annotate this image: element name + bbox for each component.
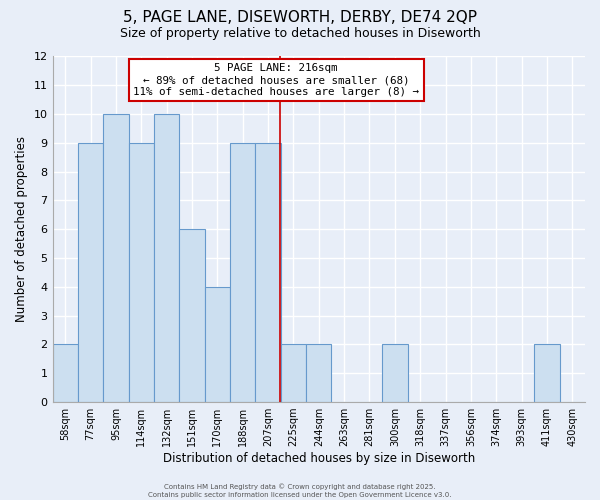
Text: Contains HM Land Registry data © Crown copyright and database right 2025.
Contai: Contains HM Land Registry data © Crown c… [148, 484, 452, 498]
Text: Size of property relative to detached houses in Diseworth: Size of property relative to detached ho… [119, 28, 481, 40]
Bar [78, 143, 103, 402]
Text: 5 PAGE LANE: 216sqm
← 89% of detached houses are smaller (68)
11% of semi-detach: 5 PAGE LANE: 216sqm ← 89% of detached ho… [133, 64, 419, 96]
Bar [205, 287, 230, 402]
Text: 5, PAGE LANE, DISEWORTH, DERBY, DE74 2QP: 5, PAGE LANE, DISEWORTH, DERBY, DE74 2QP [123, 10, 477, 25]
Bar [128, 143, 154, 402]
Bar [230, 143, 256, 402]
Bar [256, 143, 281, 402]
Bar [306, 344, 331, 402]
Bar [154, 114, 179, 402]
Bar [281, 344, 306, 402]
Bar [53, 344, 78, 402]
X-axis label: Distribution of detached houses by size in Diseworth: Distribution of detached houses by size … [163, 452, 475, 465]
Bar [103, 114, 128, 402]
Bar [382, 344, 407, 402]
Bar [534, 344, 560, 402]
Bar [179, 230, 205, 402]
Y-axis label: Number of detached properties: Number of detached properties [15, 136, 28, 322]
Title: 5, PAGE LANE, DISEWORTH, DERBY, DE74 2QP
Size of property relative to detached h: 5, PAGE LANE, DISEWORTH, DERBY, DE74 2QP… [0, 499, 1, 500]
